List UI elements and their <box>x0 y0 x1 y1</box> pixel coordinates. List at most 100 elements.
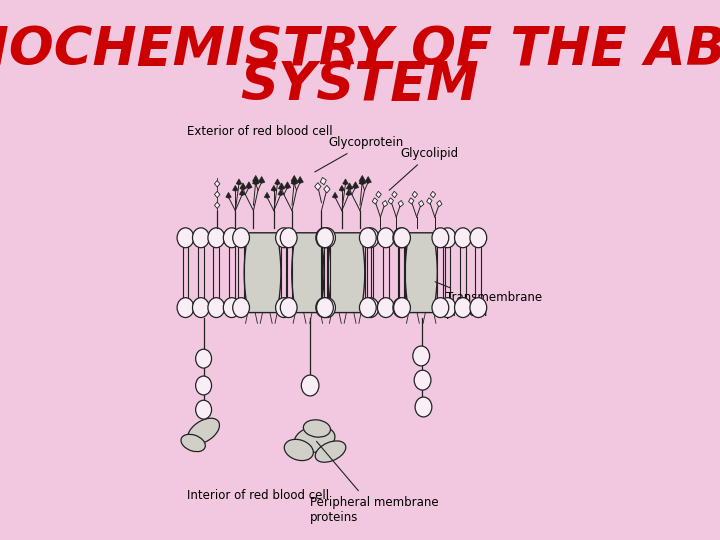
Circle shape <box>362 298 379 318</box>
Circle shape <box>414 370 431 390</box>
Circle shape <box>233 298 249 318</box>
Circle shape <box>439 228 456 248</box>
Polygon shape <box>376 191 382 198</box>
Polygon shape <box>240 183 246 190</box>
Circle shape <box>302 375 319 396</box>
Circle shape <box>196 349 212 368</box>
Ellipse shape <box>315 441 346 462</box>
Circle shape <box>223 228 240 248</box>
Polygon shape <box>278 190 284 195</box>
Polygon shape <box>388 198 394 204</box>
Circle shape <box>393 228 410 248</box>
Circle shape <box>415 397 432 417</box>
Polygon shape <box>226 192 231 198</box>
Polygon shape <box>291 176 297 182</box>
Circle shape <box>454 298 472 318</box>
Circle shape <box>233 228 249 248</box>
Polygon shape <box>279 183 284 190</box>
Circle shape <box>280 228 297 248</box>
Polygon shape <box>328 233 365 313</box>
Circle shape <box>319 228 336 248</box>
Text: Glycoprotein: Glycoprotein <box>315 137 403 172</box>
Circle shape <box>192 228 210 248</box>
Polygon shape <box>244 233 281 313</box>
Polygon shape <box>253 176 259 182</box>
Polygon shape <box>359 176 366 182</box>
Circle shape <box>223 298 240 318</box>
Polygon shape <box>264 192 270 198</box>
Polygon shape <box>343 179 348 185</box>
Text: BIOCHEMISTRY OF THE ABO: BIOCHEMISTRY OF THE ABO <box>0 24 720 76</box>
Polygon shape <box>215 202 220 208</box>
Circle shape <box>276 298 292 318</box>
Polygon shape <box>324 185 330 193</box>
Circle shape <box>393 298 410 318</box>
Circle shape <box>196 400 212 419</box>
Polygon shape <box>346 183 353 190</box>
Polygon shape <box>398 200 403 207</box>
Polygon shape <box>292 233 324 313</box>
Polygon shape <box>418 200 424 207</box>
Text: Peripheral membrane
proteins: Peripheral membrane proteins <box>310 441 438 524</box>
Ellipse shape <box>303 420 330 437</box>
Polygon shape <box>284 182 291 188</box>
Polygon shape <box>333 192 338 198</box>
Circle shape <box>208 228 225 248</box>
Polygon shape <box>258 177 265 183</box>
Circle shape <box>208 298 225 318</box>
Text: SYSTEM: SYSTEM <box>240 59 480 111</box>
Circle shape <box>454 228 472 248</box>
Circle shape <box>470 298 487 318</box>
Polygon shape <box>436 200 442 207</box>
Circle shape <box>316 228 333 248</box>
Circle shape <box>192 298 210 318</box>
Polygon shape <box>246 182 252 188</box>
Polygon shape <box>291 178 297 185</box>
Circle shape <box>196 376 212 395</box>
Ellipse shape <box>284 440 313 461</box>
Circle shape <box>319 298 336 318</box>
Circle shape <box>432 228 449 248</box>
Polygon shape <box>339 185 345 191</box>
Circle shape <box>377 298 395 318</box>
Polygon shape <box>215 191 220 198</box>
Polygon shape <box>275 179 280 185</box>
Polygon shape <box>408 198 414 204</box>
Text: Interior of red blood cell: Interior of red blood cell <box>186 489 329 502</box>
Text: Glycolipid: Glycolipid <box>390 147 459 190</box>
Circle shape <box>280 298 297 318</box>
Polygon shape <box>405 233 437 313</box>
Circle shape <box>377 228 395 248</box>
Circle shape <box>470 228 487 248</box>
Circle shape <box>177 228 194 248</box>
Circle shape <box>316 298 333 318</box>
Polygon shape <box>365 177 372 183</box>
Polygon shape <box>346 190 351 195</box>
Polygon shape <box>412 191 418 198</box>
Circle shape <box>276 228 292 248</box>
Circle shape <box>439 298 456 318</box>
Polygon shape <box>359 178 366 185</box>
Polygon shape <box>431 191 436 198</box>
Polygon shape <box>315 183 321 190</box>
Circle shape <box>177 298 194 318</box>
Polygon shape <box>320 178 326 185</box>
Polygon shape <box>372 198 377 204</box>
Polygon shape <box>215 180 220 187</box>
Circle shape <box>394 298 410 318</box>
Polygon shape <box>392 191 397 198</box>
Polygon shape <box>427 198 432 204</box>
Text: Transmembrane
protein: Transmembrane protein <box>435 282 542 320</box>
Circle shape <box>317 228 333 248</box>
Circle shape <box>359 298 377 318</box>
Circle shape <box>394 228 410 248</box>
Ellipse shape <box>188 418 220 444</box>
Polygon shape <box>253 178 259 185</box>
Circle shape <box>432 298 449 318</box>
Ellipse shape <box>181 434 205 451</box>
Circle shape <box>317 298 333 318</box>
Polygon shape <box>297 177 303 183</box>
Ellipse shape <box>294 426 335 453</box>
Polygon shape <box>271 185 276 191</box>
Polygon shape <box>240 190 245 195</box>
